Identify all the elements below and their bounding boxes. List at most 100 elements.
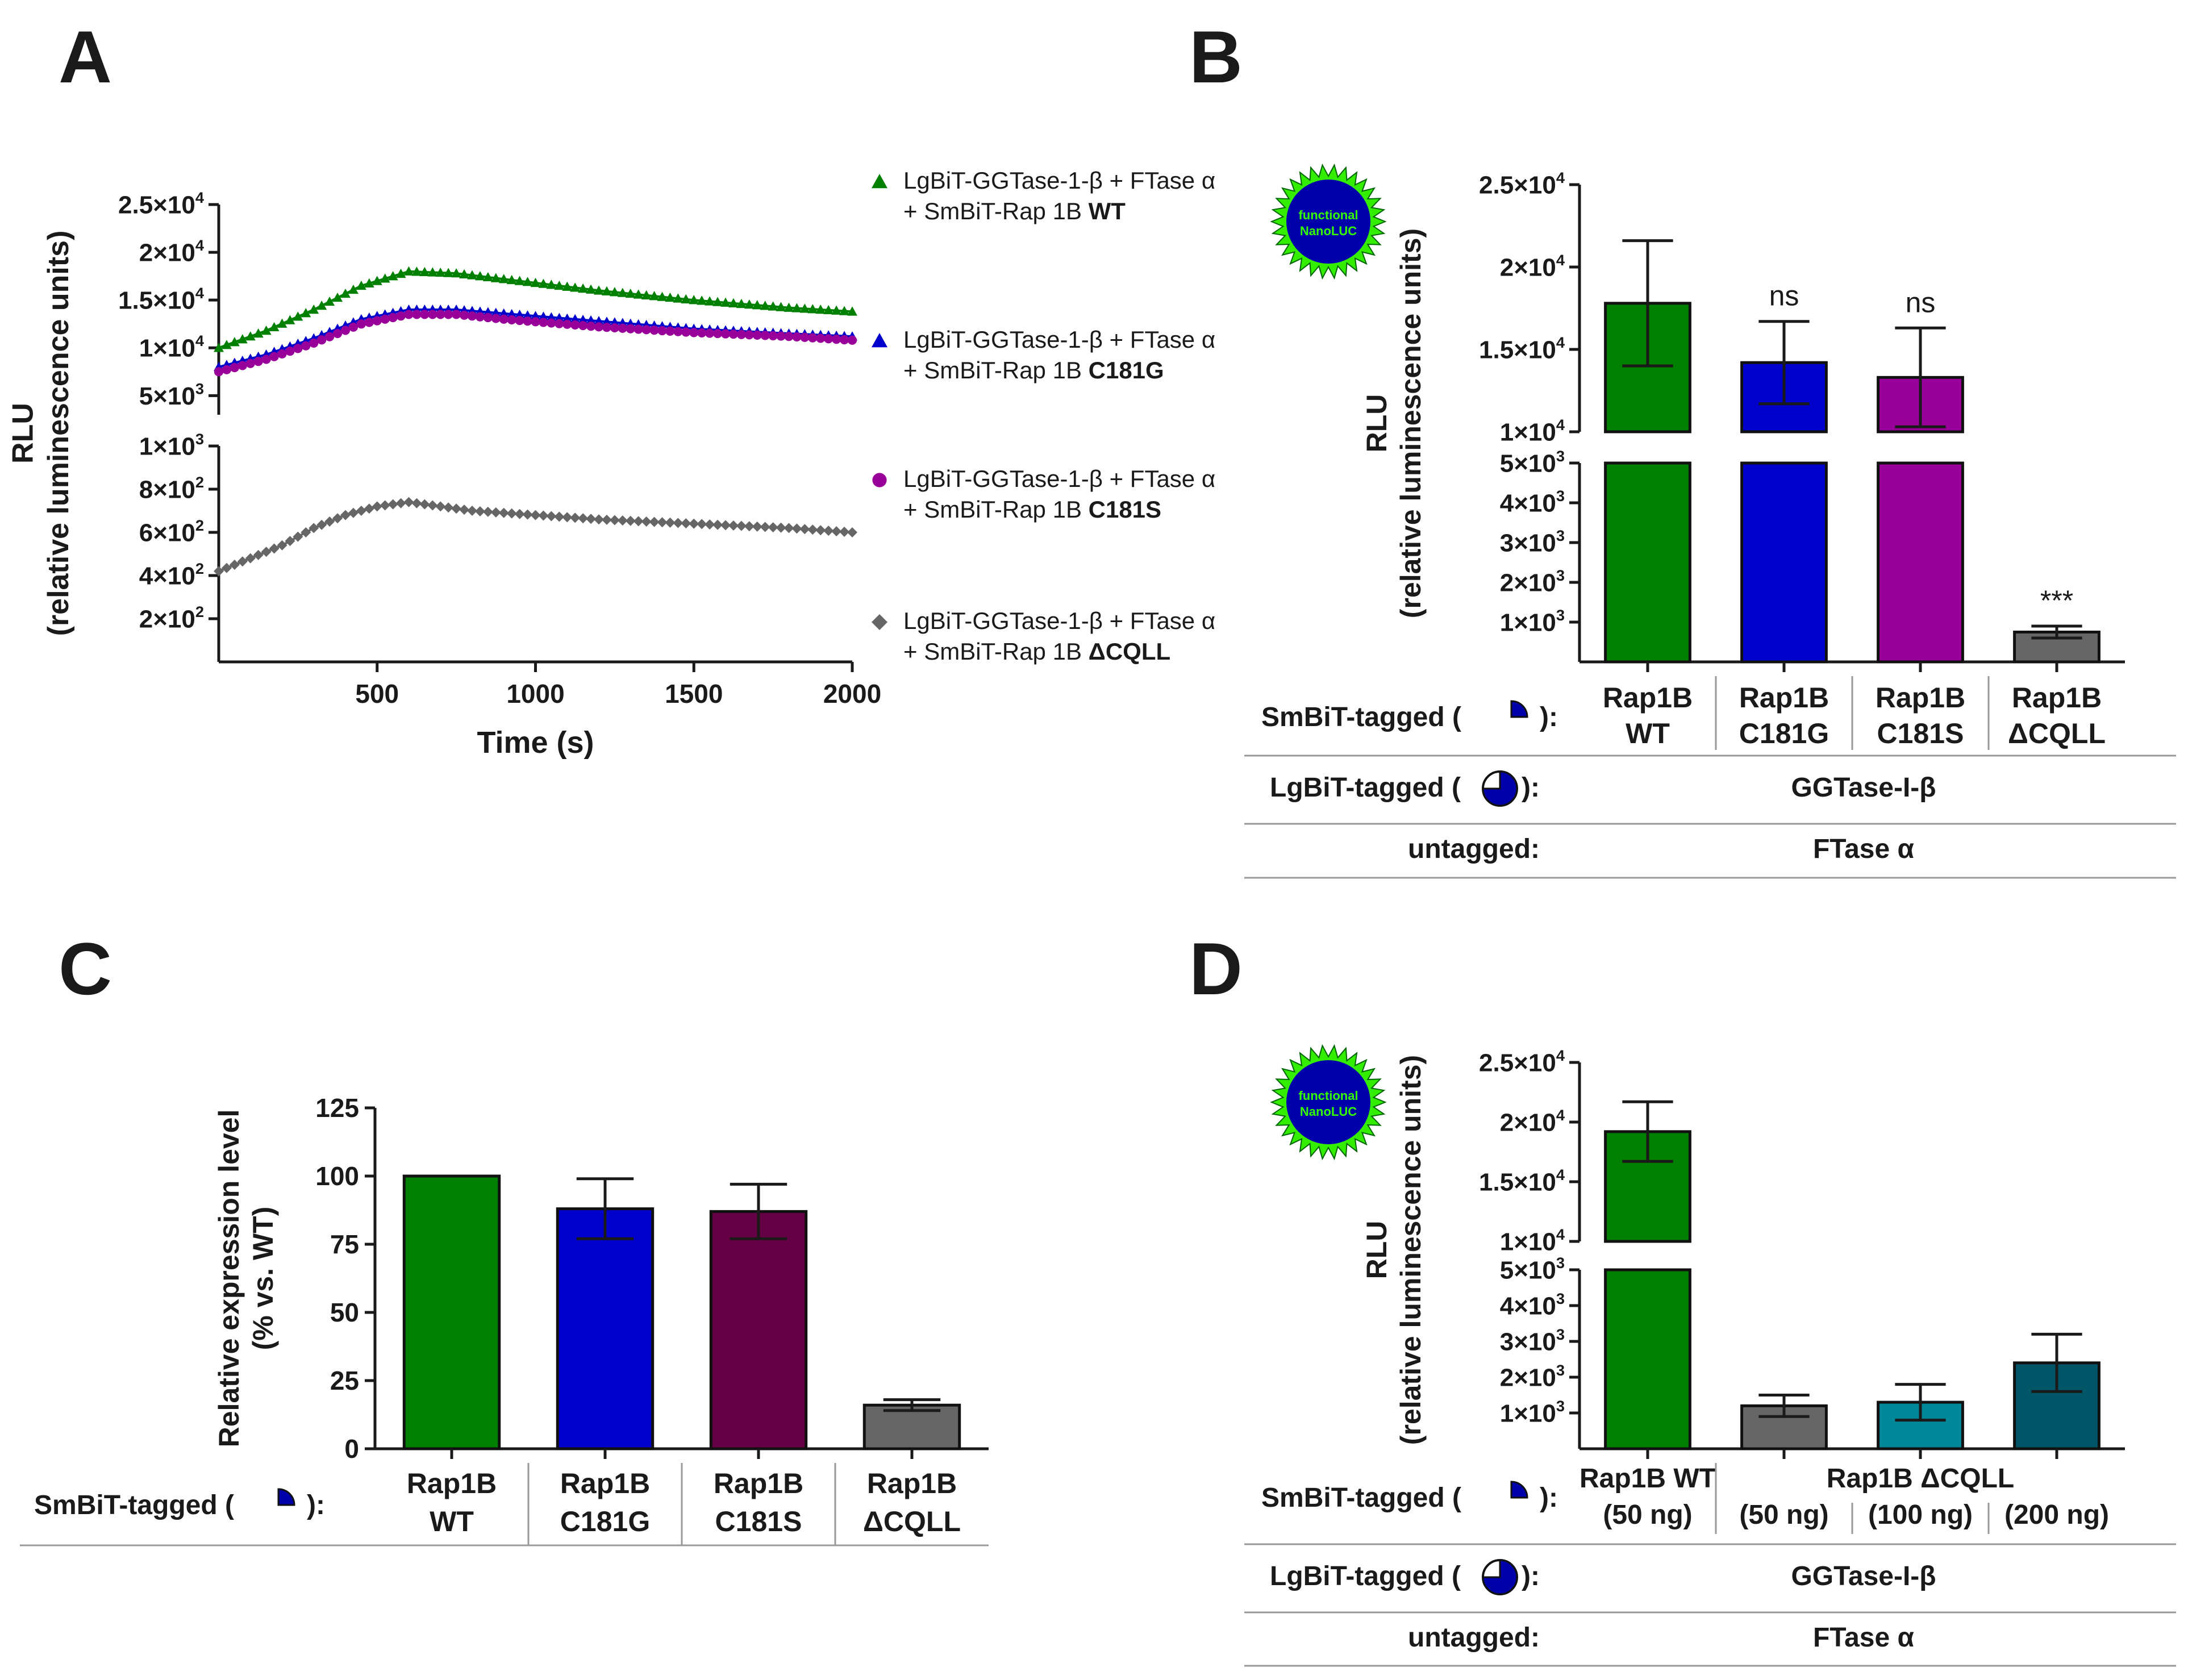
legend-text-run: LgBiT-GGTase-1-β + FTase α bbox=[903, 607, 1215, 634]
data-point bbox=[823, 305, 834, 315]
y-tick-label: 100 bbox=[315, 1161, 359, 1191]
tick-exponent: 3 bbox=[1556, 1361, 1565, 1379]
tick-exponent: 3 bbox=[1556, 1397, 1565, 1415]
tick-exponent: 3 bbox=[1556, 447, 1565, 465]
tick-mantissa: 2×10 bbox=[1500, 253, 1556, 281]
data-point bbox=[324, 296, 335, 306]
data-point bbox=[443, 268, 454, 277]
tick-exponent: 2 bbox=[195, 560, 204, 577]
bar-group bbox=[862, 1398, 961, 1450]
y-tick-label: 2×104 bbox=[139, 236, 205, 266]
data-point bbox=[506, 309, 517, 319]
data-point bbox=[348, 507, 359, 518]
y-tick-label: 2×103 bbox=[1500, 566, 1565, 597]
table-row-value: FTase α bbox=[1813, 1623, 1915, 1653]
data-point bbox=[554, 312, 565, 322]
data-point bbox=[744, 330, 754, 340]
data-point bbox=[728, 330, 739, 339]
tick-exponent: 4 bbox=[195, 284, 205, 302]
x-category-label: ΔCQLL bbox=[2008, 718, 2106, 749]
data-point bbox=[483, 312, 493, 323]
data-point bbox=[712, 519, 723, 530]
data-point bbox=[839, 306, 850, 315]
data-point bbox=[420, 310, 430, 319]
tick-mantissa: 1×10 bbox=[139, 432, 195, 460]
tick-exponent: 2 bbox=[195, 603, 204, 620]
series-wt bbox=[214, 266, 857, 352]
y-tick-label: 4×103 bbox=[1500, 487, 1565, 517]
data-point bbox=[831, 526, 842, 537]
data-point bbox=[807, 524, 818, 535]
bar-group: ns bbox=[1877, 286, 1964, 664]
data-point bbox=[506, 274, 517, 285]
data-point bbox=[301, 341, 311, 351]
y-tick-label: 2.5×104 bbox=[1479, 169, 1565, 199]
data-point bbox=[594, 514, 604, 525]
data-point bbox=[237, 361, 247, 370]
data-point bbox=[641, 325, 651, 335]
bar bbox=[1604, 1268, 1691, 1450]
data-point bbox=[546, 312, 557, 322]
data-point bbox=[776, 302, 786, 311]
bar bbox=[1740, 461, 1828, 664]
data-point bbox=[783, 523, 794, 533]
badge-text-line: NanoLUC bbox=[1300, 224, 1357, 238]
data-point bbox=[443, 502, 454, 513]
y-tick-label: 1×103 bbox=[139, 430, 204, 460]
bar-group bbox=[2013, 1332, 2101, 1450]
data-point bbox=[760, 301, 770, 310]
data-point bbox=[436, 310, 445, 319]
panel-a: A5×1031×1041.5×1042×1042.5×1042×1024×102… bbox=[7, 15, 1216, 760]
data-point bbox=[364, 318, 374, 327]
x-axis-title: Time (s) bbox=[477, 726, 594, 760]
data-point bbox=[340, 326, 351, 335]
tick-mantissa: 3×10 bbox=[1500, 1328, 1556, 1356]
data-point bbox=[530, 277, 541, 287]
data-point bbox=[372, 316, 382, 326]
legend-text-run: + SmBiT-Rap 1B bbox=[903, 638, 1089, 665]
lgbit-pie-icon bbox=[1482, 770, 1518, 807]
data-point bbox=[388, 312, 398, 323]
table-row-label: ): bbox=[1522, 1561, 1540, 1591]
data-point bbox=[657, 326, 667, 336]
data-point bbox=[261, 326, 272, 335]
data-point bbox=[490, 507, 501, 518]
data-point bbox=[847, 306, 857, 316]
data-point bbox=[808, 333, 818, 343]
data-point bbox=[237, 556, 248, 567]
data-point bbox=[451, 503, 462, 514]
data-point bbox=[792, 332, 802, 342]
smbit-wedge bbox=[1510, 700, 1528, 718]
panel-b: BfunctionalNanoLUC1×1041.5×1042×1042.5×1… bbox=[1189, 15, 2176, 879]
data-point bbox=[285, 315, 295, 324]
data-point bbox=[594, 285, 604, 295]
data-point bbox=[609, 515, 620, 526]
panel-label-b: B bbox=[1189, 15, 1243, 98]
y-axis-title: RLU bbox=[1361, 394, 1393, 453]
data-point bbox=[411, 266, 422, 276]
data-point bbox=[403, 266, 414, 276]
table-row-label: SmBiT-tagged ( bbox=[1261, 1483, 1461, 1513]
data-point bbox=[419, 266, 430, 277]
x-category-label: ΔCQLL bbox=[863, 1506, 961, 1537]
tick-exponent: 2 bbox=[195, 516, 204, 534]
tick-exponent: 3 bbox=[1556, 1325, 1565, 1343]
legend-label-line2: + SmBiT-Rap 1B C181S bbox=[903, 496, 1161, 523]
data-point bbox=[625, 515, 636, 526]
smbit-pie-icon bbox=[1510, 1481, 1528, 1499]
data-point bbox=[514, 508, 525, 519]
data-point bbox=[815, 305, 826, 314]
data-point bbox=[720, 329, 731, 339]
table-row-label: untagged: bbox=[1408, 834, 1540, 864]
panel-d: DfunctionalNanoLUC1×1041.5×1042×1042.5×1… bbox=[1189, 927, 2176, 1667]
data-point bbox=[768, 522, 778, 533]
data-point bbox=[538, 510, 549, 521]
tick-exponent: 3 bbox=[1556, 1290, 1565, 1307]
tick-mantissa: 1×10 bbox=[1500, 608, 1556, 636]
data-point bbox=[245, 553, 256, 564]
tick-exponent: 4 bbox=[195, 236, 205, 254]
data-point bbox=[332, 513, 343, 524]
y-tick-label: 0 bbox=[344, 1434, 359, 1464]
tick-exponent: 2 bbox=[195, 473, 204, 491]
data-point bbox=[839, 527, 850, 537]
